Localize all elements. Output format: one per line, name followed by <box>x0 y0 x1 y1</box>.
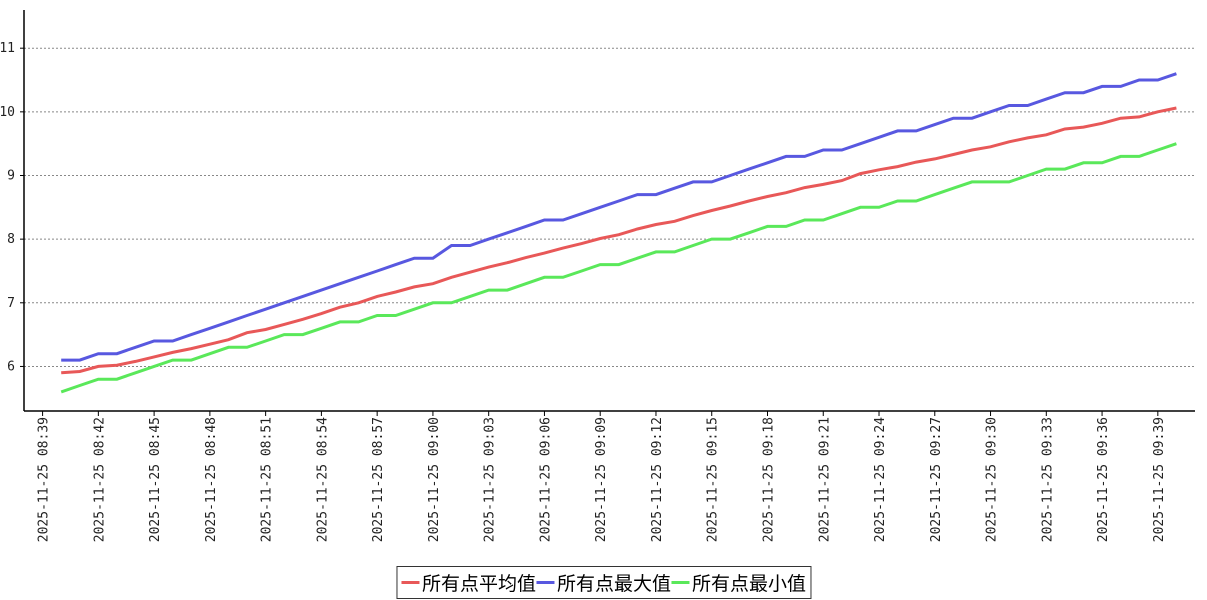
y-tick-label: 9 <box>7 168 15 183</box>
x-tick-label: 2025-11-25 09:36 <box>1096 417 1111 542</box>
y-tick-label: 7 <box>7 296 15 311</box>
legend-item: 所有点平均值 <box>400 569 536 596</box>
legend-label: 所有点平均值 <box>421 573 536 595</box>
x-tick-label: 2025-11-25 08:51 <box>260 417 275 542</box>
legend-swatch <box>400 581 419 584</box>
x-tick-label: 2025-11-25 09:09 <box>594 417 609 542</box>
series-line <box>61 106 1177 375</box>
legend-swatch <box>671 581 690 584</box>
x-tick-label: 2025-11-25 09:30 <box>985 417 1000 542</box>
series-line <box>60 142 1177 394</box>
x-tick-label: 2025-11-25 08:54 <box>315 417 330 542</box>
legend-item: 所有点最大值 <box>535 569 672 596</box>
x-tick-label: 2025-11-25 09:27 <box>929 417 944 542</box>
x-tick-label: 2025-11-25 09:39 <box>1152 417 1167 542</box>
x-tick-label: 2025-11-25 09:33 <box>1040 417 1055 542</box>
y-tick-label: 10 <box>0 105 15 120</box>
x-tick-label: 2025-11-25 08:42 <box>92 417 107 542</box>
x-tick-label: 2025-11-25 09:21 <box>817 417 832 542</box>
legend-swatch <box>535 581 554 584</box>
x-tick-label: 2025-11-25 08:45 <box>148 417 163 542</box>
legend-label: 所有点最小值 <box>692 573 807 595</box>
x-tick-label: 2025-11-25 09:15 <box>706 417 721 542</box>
series-line <box>61 72 1177 362</box>
x-tick-label: 2025-11-25 09:00 <box>427 417 442 542</box>
x-tick-label: 2025-11-25 09:06 <box>538 417 553 542</box>
y-tick-label: 8 <box>7 232 15 247</box>
legend-label: 所有点最大值 <box>556 573 672 595</box>
legend-item: 所有点最小值 <box>671 569 806 596</box>
chart: 6 7 8 9 10 11 2025-11-25 08:39 2025-11-25 08:42… <box>0 10 1195 542</box>
x-tick-label: 2025-11-25 09:12 <box>650 417 665 542</box>
x-tick-label: 2025-11-25 09:18 <box>761 417 776 542</box>
x-tick-label: 2025-11-25 08:57 <box>371 417 386 542</box>
x-tick-label: 2025-11-25 09:03 <box>483 417 498 542</box>
x-tick-label: 2025-11-25 08:39 <box>37 417 52 542</box>
x-tick-label: 2025-11-25 09:24 <box>873 417 888 542</box>
legend: 所有点平均值 所有点最大值 所有点最小值 <box>395 566 812 599</box>
x-tick-label: 2025-11-25 08:48 <box>204 417 219 542</box>
y-tick-label: 11 <box>0 41 15 56</box>
y-tick-label: 6 <box>7 359 15 374</box>
